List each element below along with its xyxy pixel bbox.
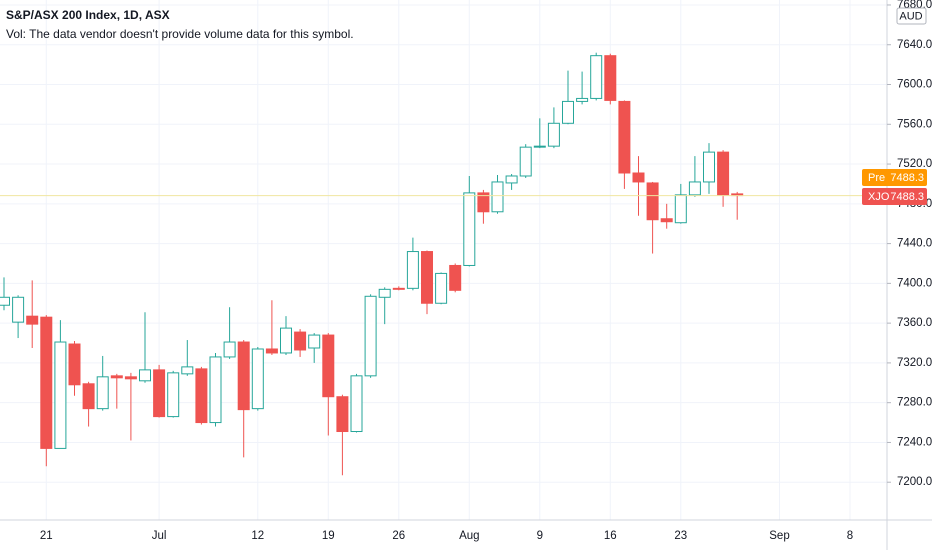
candle-body	[576, 97, 589, 102]
candle-body	[688, 181, 701, 196]
candle-body	[717, 151, 730, 196]
candle-body	[703, 151, 715, 183]
candle-body	[237, 341, 250, 411]
candle-body	[406, 251, 419, 289]
price-label-value: 7488.3	[890, 172, 924, 184]
candle-body	[604, 55, 617, 101]
price-label-name: XJO	[868, 191, 890, 203]
candle-body	[40, 316, 53, 449]
x-tick-label: Aug	[459, 530, 479, 542]
candle-body	[251, 348, 264, 410]
y-tick-label: 7640.0	[897, 39, 932, 51]
x-tick-label: 19	[322, 530, 335, 542]
price-label-box	[862, 169, 927, 186]
price-label-value: 7488.3	[890, 191, 924, 203]
candle-body	[96, 376, 109, 410]
x-tick-label: 21	[40, 530, 53, 542]
y-tick-label: 7200.0	[897, 476, 932, 488]
candle-body	[181, 366, 194, 375]
candle-body	[392, 287, 405, 290]
y-tick-label: 7400.0	[897, 277, 932, 289]
candle-body	[26, 315, 39, 325]
candle-body	[209, 356, 222, 424]
candle-body	[378, 288, 391, 298]
candle-body	[195, 368, 208, 424]
price-label-name: Pre	[868, 172, 885, 184]
candle-body	[477, 192, 490, 213]
candle-body	[294, 331, 307, 351]
candle-body	[505, 175, 518, 184]
candle-body	[82, 383, 95, 410]
candle-body	[350, 375, 363, 433]
candle-body	[124, 376, 137, 380]
candle-body	[646, 182, 659, 221]
candle-body	[336, 396, 349, 433]
candle-body	[364, 295, 377, 377]
candle-body	[308, 334, 321, 349]
candle-body	[449, 264, 462, 291]
x-tick-label: Sep	[769, 530, 789, 542]
candle-body	[519, 146, 532, 177]
candle-body	[54, 341, 67, 449]
chart-subtitle: Vol: The data vendor doesn't provide vol…	[6, 27, 354, 41]
candle-body	[463, 192, 476, 266]
candle-body	[590, 55, 603, 99]
x-tick-label: 16	[604, 530, 617, 542]
candle-body	[223, 341, 236, 358]
candle-body	[110, 375, 123, 379]
chart-title: S&P/ASX 200 Index, 1D, ASX	[6, 8, 170, 22]
candle-body	[265, 348, 278, 354]
currency-box[interactable]	[896, 7, 927, 25]
candle-body	[660, 218, 673, 223]
candle-body	[167, 372, 180, 418]
candle-body	[435, 272, 448, 304]
y-tick-label: 7360.0	[897, 317, 932, 329]
candle-body	[139, 369, 151, 382]
candle-body	[491, 181, 504, 213]
x-tick-label: 23	[674, 530, 687, 542]
candle-body	[0, 296, 10, 306]
y-tick-label: 7520.0	[897, 158, 932, 170]
candle-body	[632, 172, 645, 183]
y-tick-label: 7680.0	[897, 0, 932, 11]
y-tick-label: 7240.0	[897, 436, 932, 448]
x-tick-label: 9	[537, 530, 543, 542]
y-tick-label: 7280.0	[897, 397, 932, 409]
x-tick-label: Jul	[152, 530, 167, 542]
x-tick-label: 12	[251, 530, 264, 542]
candle-body	[280, 327, 292, 354]
candle-body	[562, 100, 574, 124]
y-tick-label: 7600.0	[897, 79, 932, 91]
candle-body	[674, 194, 687, 224]
y-tick-label: 7320.0	[897, 357, 932, 369]
candle-body	[12, 296, 25, 323]
x-tick-label: 26	[392, 530, 405, 542]
y-tick-label: 7440.0	[897, 238, 932, 250]
candle-body	[68, 343, 81, 386]
candle-body	[547, 122, 560, 147]
currency-label[interactable]: AUD	[899, 10, 922, 22]
price-label-box	[862, 188, 927, 205]
candle-body	[421, 251, 433, 304]
candle-body	[618, 100, 631, 174]
candle-body	[533, 145, 546, 148]
y-tick-label: 7560.0	[897, 118, 932, 130]
candle-body	[153, 369, 166, 418]
x-tick-label: 8	[847, 530, 853, 542]
candle-body	[322, 334, 335, 398]
